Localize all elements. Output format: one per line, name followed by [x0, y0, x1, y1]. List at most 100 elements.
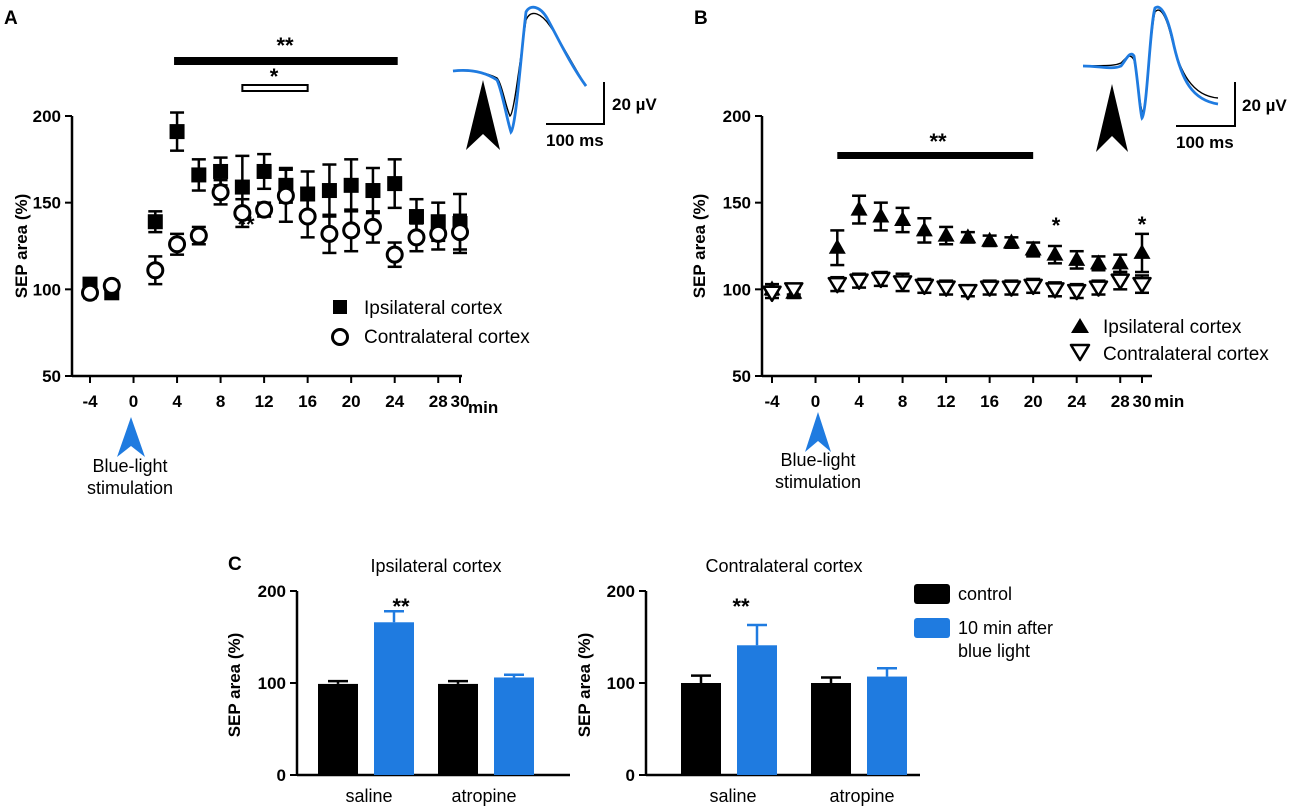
- panel-b-contra-point: [1045, 282, 1065, 299]
- panel-b-sig-long-label: **: [929, 129, 947, 154]
- panel-a-contra-point: [189, 226, 208, 245]
- panel-b-scale-t: 100 ms: [1176, 133, 1234, 152]
- panel-b-stim-label-1: Blue-light: [780, 450, 855, 470]
- panel-a-contra-point: [211, 183, 230, 202]
- panel-c-right-ytick-label: 0: [626, 766, 635, 785]
- panel-b-xtick-label: 30: [1133, 392, 1152, 411]
- panel-b-ipsi-point: [1068, 250, 1086, 266]
- panel-b-ipsi-point: [959, 228, 977, 244]
- panel-b-legend-triangle-down-icon: [1069, 343, 1091, 362]
- panel-b-ipsi-point: [937, 226, 955, 242]
- panel-a-xtick-label: 4: [172, 392, 182, 411]
- panel-a-contra-point: [102, 276, 121, 295]
- panel-a-scale-v: 20 µV: [612, 95, 657, 114]
- panel-a-inset-arrow-icon: [466, 80, 500, 150]
- panel-b-ipsi-point: [894, 211, 912, 226]
- panel-b-contra-point: [1023, 278, 1043, 296]
- panel-c-right-bar: [681, 683, 721, 775]
- panel-b-significance: ** * *: [837, 129, 1147, 238]
- panel-c-right-ytick-label: 200: [607, 582, 635, 601]
- panel-b-contra-point: [1132, 276, 1152, 294]
- panel-a-contra-point: [363, 217, 382, 236]
- panel-a-sig-long-bar: [174, 57, 398, 65]
- panel-a-ipsi-point: [387, 176, 403, 192]
- panel-c-right-sig: **: [732, 594, 750, 619]
- panel-b-ipsi-point: [850, 200, 868, 216]
- panel-b-ipsi-point: [1111, 254, 1129, 270]
- panel-b-contra-point: [827, 276, 848, 294]
- panel-b-ipsi-point: [1133, 243, 1151, 259]
- panel-c-legend-control-swatch: [914, 584, 950, 604]
- panel-b-xtick-label: 12: [937, 392, 956, 411]
- panel-b-legend-contra: Contralateral cortex: [1103, 344, 1269, 365]
- panel-b-contra-point: [1110, 273, 1130, 290]
- panel-a: A 50 100 150 200 -4 0 4 8 12 16 20 24 28 30 SEP area…: [4, 5, 657, 498]
- panel-a-xtick-label: 20: [342, 392, 361, 411]
- panel-b-xtick-label: 16: [980, 392, 999, 411]
- panel-b-label: B: [694, 8, 708, 29]
- panel-c-left-cat-saline: saline: [345, 786, 392, 806]
- panel-b-trace-blue: [1082, 5, 1219, 121]
- panel-b-ipsi-point: [872, 207, 890, 223]
- panel-b-xtick-label: 0: [811, 392, 820, 411]
- panel-a-xtick-label: 12: [255, 392, 274, 411]
- panel-a-ipsi-point: [147, 214, 163, 230]
- panel-b-ytick-label: 150: [723, 194, 751, 213]
- panel-a-ipsi-point: [365, 183, 381, 199]
- panel-a-legend-contra: Contralateral cortex: [364, 327, 530, 348]
- panel-b-contra-point: [914, 278, 935, 296]
- panel-b-contra-point: [936, 280, 956, 297]
- panel-b-sig-30: *: [1138, 212, 1147, 237]
- panel-a-x-ticks: -4 0 4 8 12 16 20 24 28 30: [82, 376, 469, 411]
- panel-b-ytick-label: 200: [723, 107, 751, 126]
- panel-c-right-cat-saline: saline: [709, 786, 756, 806]
- panel-a-label: A: [4, 8, 18, 29]
- panel-b-y-label: SEP area (%): [690, 194, 709, 299]
- panel-b-scale-v: 20 µV: [1242, 96, 1287, 115]
- panel-c-legend-after-1: 10 min after: [958, 618, 1053, 638]
- panel-a-xtick-label: 8: [216, 392, 225, 411]
- panel-a-contra-point: [407, 228, 426, 247]
- panel-a-ipsi-point: [343, 177, 359, 193]
- panel-a-y-label: SEP area (%): [12, 194, 31, 299]
- panel-a-y-ticks: 50 100 150 200: [33, 107, 72, 386]
- panel-a-ytick-label: 100: [33, 280, 61, 299]
- panel-c-right-plot: [681, 623, 907, 775]
- panel-c-left-cat-atropine: atropine: [451, 786, 516, 806]
- panel-b-xtick-label: 8: [898, 392, 907, 411]
- panel-b-legend-triangle-up-icon: [1071, 318, 1089, 333]
- panel-b-stim-label-2: stimulation: [775, 472, 861, 492]
- panel-a-xtick-label: -4: [82, 392, 98, 411]
- panel-b-legend-ipsi: Ipsilateral cortex: [1103, 317, 1242, 338]
- panel-c-label: C: [228, 554, 242, 575]
- panel-c-left-bar: [318, 683, 358, 775]
- panel-a-xtick-label: 30: [451, 392, 470, 411]
- panel-a-x-unit: min: [468, 398, 498, 417]
- panel-a-legend-square-icon: [333, 300, 347, 314]
- panel-c-left-plot: [318, 609, 534, 775]
- panel-b-x-unit: min: [1154, 392, 1184, 411]
- panel-b-ipsi-point: [1046, 245, 1064, 261]
- panel-a-contra-point: [168, 235, 187, 254]
- panel-b-contra-point: [784, 282, 804, 299]
- panel-a-contra-point: [276, 186, 295, 205]
- panel-c-right-y-ticks: 0 100 200: [607, 582, 646, 785]
- panel-a-plot: [81, 111, 469, 302]
- panel-b-trace-control: [1082, 9, 1219, 116]
- panel-b-inset-traces: 20 µV 100 ms: [1082, 5, 1287, 152]
- panel-b: B 50 100 150 200 -4 0 4 8 12 16 20 24 28 30 SEP area…: [690, 5, 1287, 492]
- panel-a-contra-point: [298, 207, 317, 226]
- panel-c-right-cat-atropine: atropine: [829, 786, 894, 806]
- panel-c-left-ytick-label: 100: [258, 674, 286, 693]
- panel-a-sig-long-label: **: [276, 33, 294, 58]
- panel-b-xtick-label: 24: [1067, 392, 1086, 411]
- panel-b-ytick-label: 50: [732, 367, 751, 386]
- panel-a-contra-point: [451, 223, 469, 242]
- panel-b-contra-point: [979, 280, 1000, 297]
- panel-a-ipsi-point: [256, 163, 272, 179]
- panel-c-left-ytick-label: 0: [277, 766, 286, 785]
- panel-a-ipsi-point: [213, 163, 229, 179]
- panel-a-sig-short-bar: [241, 84, 309, 92]
- panel-b-xtick-label: 28: [1111, 392, 1130, 411]
